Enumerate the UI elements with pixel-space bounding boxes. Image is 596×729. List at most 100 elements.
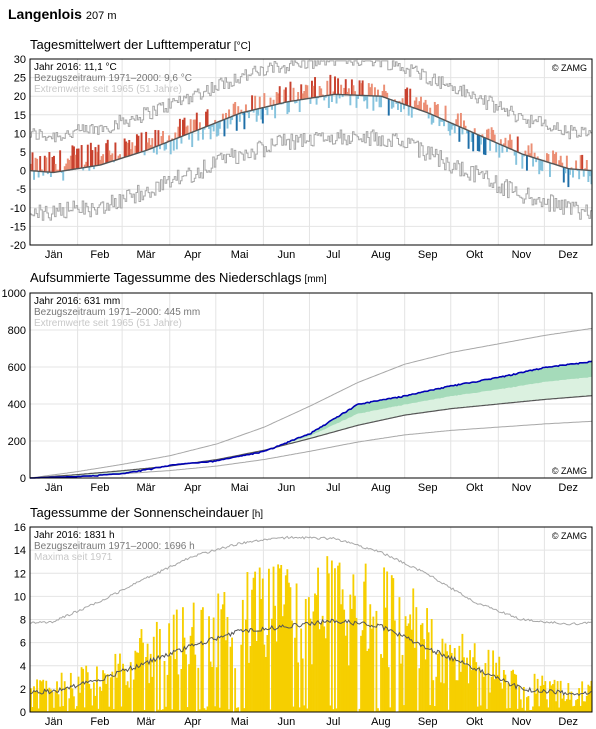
anomaly-bar: [492, 129, 495, 142]
anomaly-bar: [355, 95, 358, 108]
sunshine-bar: [529, 709, 531, 712]
copyright-label: © ZAMG: [552, 466, 587, 476]
anomaly-bar: [565, 155, 568, 169]
sunshine-bar: [304, 598, 307, 712]
x-tick-label: Jun: [278, 716, 296, 728]
sunshine-bar: [507, 682, 510, 712]
sunshine-bar: [370, 628, 373, 712]
x-tick-label: Jul: [326, 249, 340, 261]
anomaly-bar: [504, 137, 507, 147]
anomaly-bar: [315, 97, 318, 105]
sunshine-bar: [361, 630, 364, 712]
sunshine-bar: [449, 644, 452, 712]
anomaly-bar: [114, 142, 117, 161]
anomaly-bar: [459, 112, 462, 128]
anomaly-bar: [429, 107, 432, 114]
anomaly-bar: [396, 102, 399, 110]
anomaly-bar: [157, 130, 160, 146]
sunshine-bar: [475, 662, 478, 712]
anomaly-bar: [484, 137, 487, 156]
sunshine-bar: [235, 707, 238, 712]
anomaly-bar: [217, 121, 220, 136]
sunshine-bar: [350, 608, 353, 712]
anomaly-bar: [63, 166, 66, 171]
sunshine-bar: [148, 683, 151, 712]
anomaly-bar: [522, 154, 525, 157]
anomaly-bar: [363, 95, 366, 102]
precipitation-title-text: Aufsummierte Tagessumme des Niederschlag…: [30, 270, 302, 285]
sunshine-bar: [269, 709, 272, 712]
sunshine-bar: [421, 623, 424, 712]
sunshine-bar: [455, 680, 458, 712]
sunshine-bar: [496, 674, 499, 712]
y-tick-label: 20: [14, 91, 26, 103]
anomaly-bar: [346, 91, 349, 95]
anomaly-bar: [69, 155, 72, 170]
x-tick-label: Mär: [136, 716, 155, 728]
anomaly-bar: [96, 151, 98, 166]
anomaly-bar: [536, 156, 539, 159]
anomaly-bar: [360, 83, 363, 96]
anomaly-bar: [128, 139, 131, 156]
sunshine-bar: [125, 685, 128, 712]
sunshine-bar: [298, 707, 301, 712]
sunshine-bar: [258, 567, 261, 712]
anomaly-bar: [278, 86, 281, 104]
anomaly-bar: [218, 121, 221, 129]
sunshine-bar: [504, 674, 507, 712]
sunshine-bar: [39, 680, 42, 712]
sunshine-bar: [85, 665, 88, 712]
anomaly-bar: [493, 134, 496, 142]
anomaly-bar: [441, 119, 444, 122]
anomaly-bar: [108, 150, 111, 163]
anomaly-bar: [312, 85, 315, 98]
anomaly-bar: [320, 88, 323, 97]
sunshine-bar: [383, 567, 386, 712]
sunshine-bar: [332, 709, 335, 712]
sunshine-bar: [418, 668, 421, 712]
anomaly-bar: [311, 80, 313, 98]
y-tick-label: 15: [14, 110, 26, 122]
sunshine-bar: [473, 643, 476, 712]
x-tick-label: Okt: [466, 716, 483, 728]
sunshine-bar: [463, 657, 465, 712]
anomaly-bar: [510, 139, 513, 150]
precipitation-unit: [mm]: [304, 274, 327, 285]
anomaly-bar: [467, 130, 470, 149]
sunshine-bar: [541, 675, 544, 712]
sunshine-bar: [158, 628, 161, 712]
anomaly-bar: [590, 170, 593, 185]
anomaly-bar: [407, 105, 410, 116]
sunshine-bar: [527, 695, 530, 712]
anomaly-bar: [289, 81, 292, 102]
x-tick-label: Jul: [326, 716, 340, 728]
sunshine-bar: [198, 709, 201, 712]
anomaly-bar: [154, 129, 157, 147]
anomaly-bar: [215, 122, 218, 137]
sunshine-bar: [458, 645, 461, 712]
anomaly-bar: [137, 135, 140, 153]
copyright-label: © ZAMG: [552, 531, 587, 541]
x-tick-label: Jun: [278, 482, 296, 494]
sunshine-bar: [387, 667, 390, 712]
sunshine-bar: [51, 691, 54, 712]
sunshine-bar: [96, 666, 98, 712]
anomaly-bar: [392, 100, 395, 108]
anomaly-bar: [175, 138, 178, 150]
x-tick-label: Feb: [90, 716, 109, 728]
sunshine-bar: [492, 650, 495, 712]
anomaly-bar: [254, 95, 257, 110]
sunshine-bar: [568, 699, 571, 712]
sunshine-bar: [438, 651, 441, 712]
anomaly-bar: [404, 89, 407, 105]
sunshine-bar: [40, 681, 43, 712]
anomaly-bar: [117, 155, 120, 160]
anomaly-bar: [418, 101, 421, 110]
anomaly-bar: [539, 159, 542, 171]
anomaly-bar: [83, 164, 86, 168]
anomaly-bar: [235, 114, 238, 131]
sunshine-bar: [404, 616, 407, 712]
sunshine-bar: [352, 574, 355, 712]
y-tick-label: 5: [20, 147, 26, 159]
